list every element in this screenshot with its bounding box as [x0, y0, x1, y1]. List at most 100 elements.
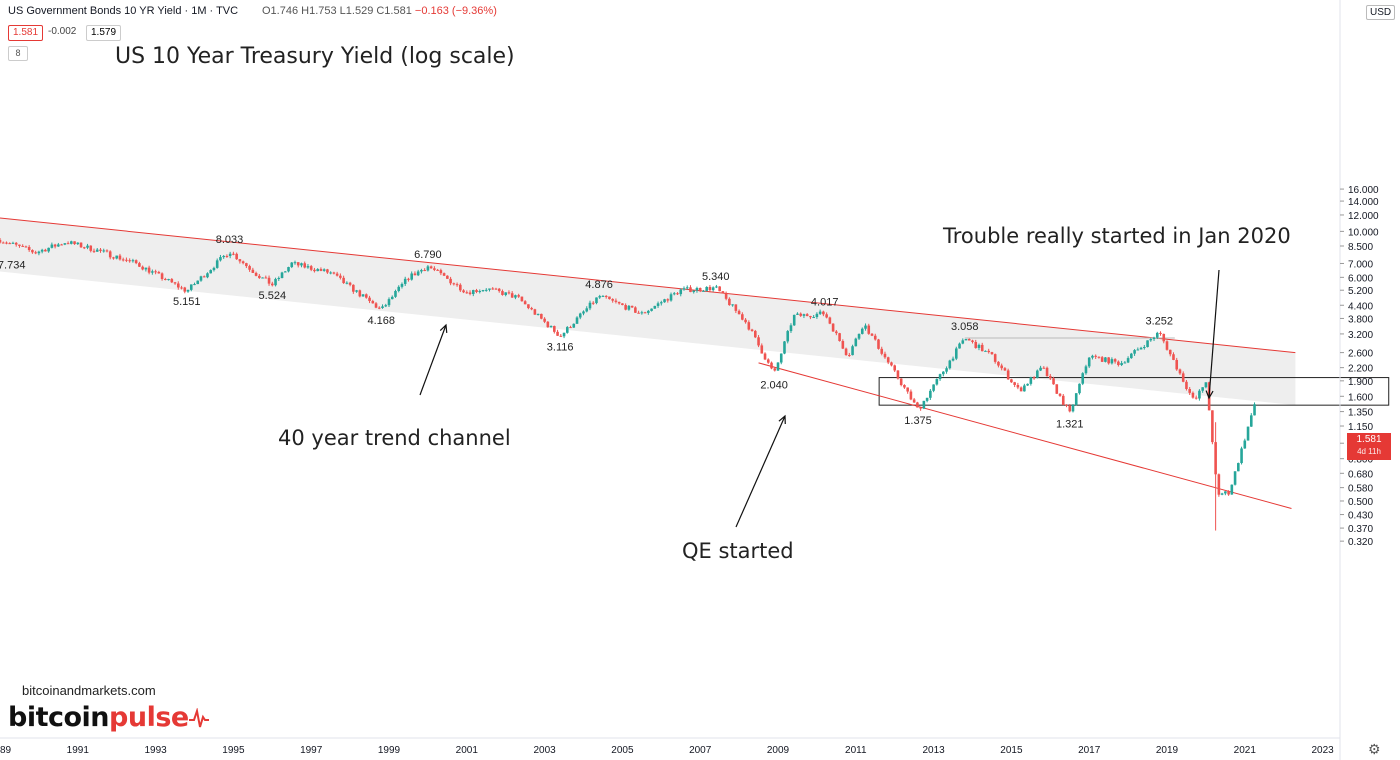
candle-body[interactable] [569, 327, 572, 329]
ask-price[interactable]: 1.579 [86, 25, 122, 41]
candle-body[interactable] [468, 292, 472, 295]
candle-body[interactable] [426, 266, 430, 271]
candle-body[interactable] [89, 245, 93, 251]
candle-body[interactable] [1, 242, 5, 244]
candle-body[interactable] [1013, 382, 1016, 385]
candle-body[interactable] [848, 355, 851, 357]
candle-body[interactable] [792, 314, 796, 326]
bid-price[interactable]: 1.581 [8, 25, 44, 41]
candle-body[interactable] [37, 251, 41, 254]
candle-body[interactable] [585, 308, 589, 312]
candle-body[interactable] [1165, 341, 1169, 350]
candle-body[interactable] [831, 323, 835, 332]
candle-body[interactable] [173, 282, 177, 284]
candle-body[interactable] [929, 390, 932, 398]
candle-body[interactable] [770, 362, 773, 369]
candle-body[interactable] [523, 301, 527, 305]
candle-body[interactable] [296, 262, 300, 266]
candle-body[interactable] [423, 270, 426, 272]
candle-body[interactable] [413, 273, 417, 276]
candle-body[interactable] [280, 272, 284, 279]
candle-body[interactable] [491, 288, 495, 290]
candle-body[interactable] [471, 290, 475, 295]
candle-body[interactable] [271, 283, 274, 286]
candle-body[interactable] [352, 284, 355, 292]
settings-gear-icon[interactable]: ⚙ [1368, 741, 1381, 757]
candle-body[interactable] [851, 346, 854, 356]
candle-body[interactable] [1159, 332, 1162, 334]
candle-body[interactable] [1146, 340, 1149, 348]
candle-body[interactable] [151, 271, 154, 273]
candle-body[interactable] [964, 339, 968, 341]
candle-body[interactable] [144, 267, 148, 270]
candle-body[interactable] [906, 387, 909, 392]
candle-body[interactable] [1084, 366, 1088, 374]
candle-body[interactable] [741, 314, 744, 320]
candle-body[interactable] [287, 267, 290, 272]
upper-trendline[interactable] [0, 217, 1296, 354]
candle-body[interactable] [951, 358, 955, 361]
candle-body[interactable] [394, 290, 397, 297]
candle-body[interactable] [909, 391, 913, 400]
candle-body[interactable] [624, 305, 627, 310]
candle-body[interactable] [138, 263, 141, 267]
candle-body[interactable] [390, 296, 394, 300]
candle-body[interactable] [232, 253, 235, 255]
candle-body[interactable] [416, 271, 420, 276]
candle-body[interactable] [267, 277, 271, 284]
candle-body[interactable] [685, 287, 689, 289]
candle-body[interactable] [805, 314, 809, 317]
candle-body[interactable] [465, 292, 469, 294]
candle-body[interactable] [8, 243, 12, 245]
candle-body[interactable] [167, 279, 170, 281]
candle-body[interactable] [1172, 354, 1175, 360]
candle-body[interactable] [484, 289, 488, 291]
candle-body[interactable] [766, 359, 770, 363]
candle-body[interactable] [540, 313, 543, 319]
candle-body[interactable] [134, 260, 138, 264]
candle-body[interactable] [1113, 359, 1117, 362]
candle-body[interactable] [115, 255, 118, 259]
candle-body[interactable] [1029, 377, 1033, 384]
candle-body[interactable] [381, 306, 384, 309]
candle-body[interactable] [1217, 474, 1221, 495]
candle-body[interactable] [1237, 463, 1240, 472]
candle-body[interactable] [248, 266, 251, 270]
candle-body[interactable] [844, 348, 848, 356]
candle-body[interactable] [47, 247, 50, 252]
candle-body[interactable] [1149, 339, 1153, 341]
candle-body[interactable] [1133, 350, 1136, 354]
candle-body[interactable] [922, 400, 926, 409]
currency-button[interactable]: USD [1366, 5, 1396, 20]
candle-body[interactable] [990, 352, 994, 355]
candle-body[interactable] [180, 287, 183, 289]
candle-body[interactable] [131, 260, 135, 262]
candle-body[interactable] [1230, 484, 1234, 495]
candle-body[interactable] [459, 284, 462, 291]
candle-body[interactable] [1178, 369, 1182, 374]
candle-body[interactable] [1227, 491, 1230, 495]
candle-body[interactable] [157, 272, 161, 274]
candle-body[interactable] [1019, 387, 1023, 392]
candle-body[interactable] [1246, 426, 1250, 441]
candle-body[interactable] [1201, 387, 1204, 391]
candle-body[interactable] [1220, 493, 1224, 495]
candle-body[interactable] [462, 290, 465, 293]
candle-body[interactable] [715, 286, 718, 288]
candle-body[interactable] [672, 293, 676, 295]
candle-body[interactable] [1139, 347, 1143, 350]
candle-body[interactable] [880, 348, 884, 354]
candle-body[interactable] [277, 278, 281, 280]
candle-body[interactable] [854, 338, 858, 347]
candle-body[interactable] [202, 276, 206, 278]
candle-body[interactable] [1104, 357, 1107, 362]
candle-body[interactable] [825, 314, 828, 318]
candle-body[interactable] [734, 304, 738, 311]
candle-body[interactable] [721, 291, 725, 294]
candle-body[interactable] [1055, 384, 1059, 394]
candle-body[interactable] [822, 311, 825, 315]
candle-body[interactable] [442, 273, 446, 276]
candle-body[interactable] [760, 345, 764, 354]
candle-body[interactable] [617, 301, 621, 304]
candle-body[interactable] [14, 242, 18, 245]
